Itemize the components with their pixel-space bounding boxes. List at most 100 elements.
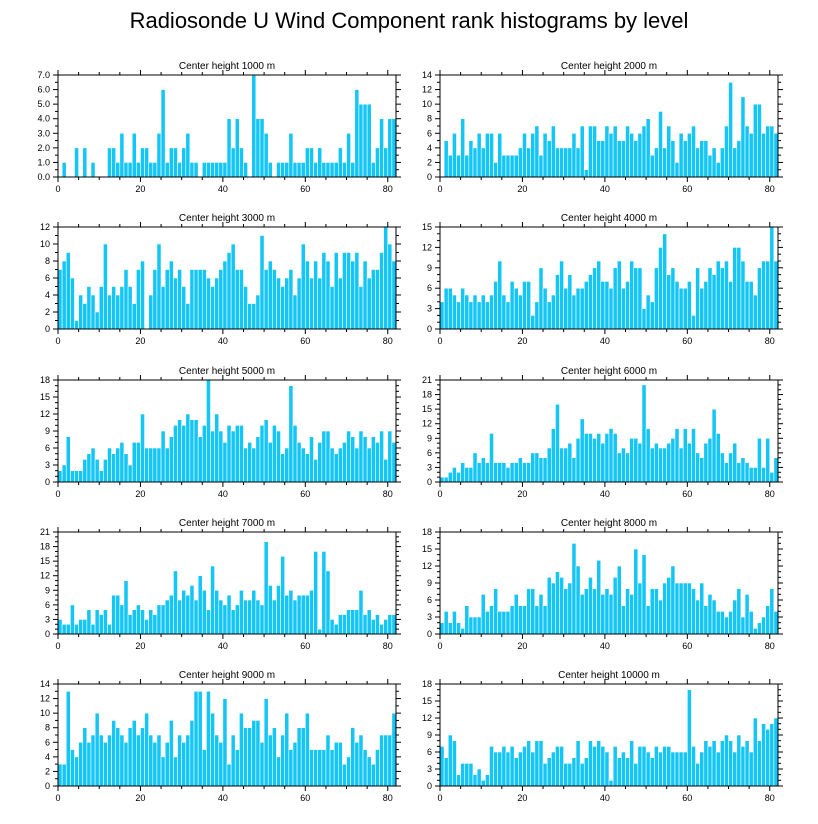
histogram-bar bbox=[350, 436, 356, 483]
histogram-bar bbox=[666, 125, 672, 178]
y-tick-label: 14 bbox=[422, 70, 432, 80]
histogram-panel-8: Center height 8000 m 0 20 40 60 80 0 3 6 9 12 15 18 bbox=[422, 518, 783, 651]
histogram-bar bbox=[493, 281, 499, 330]
histogram-bar bbox=[255, 294, 261, 330]
histogram-bar bbox=[296, 727, 302, 787]
histogram-bar bbox=[98, 614, 104, 635]
histogram-bar bbox=[641, 125, 647, 178]
histogram-bar bbox=[226, 118, 232, 178]
histogram-bar bbox=[719, 611, 725, 635]
histogram-bar bbox=[456, 774, 461, 787]
histogram-bar bbox=[370, 763, 376, 787]
histogram-bar bbox=[674, 751, 680, 787]
histogram-bar bbox=[300, 162, 306, 178]
histogram-bar bbox=[131, 720, 137, 787]
histogram-bar bbox=[612, 746, 618, 787]
histogram-bar bbox=[251, 74, 257, 178]
y-tick-label: 21 bbox=[40, 527, 50, 537]
histogram-bar bbox=[86, 741, 92, 787]
y-tick-label: 9 bbox=[427, 578, 432, 588]
histogram-bar bbox=[670, 565, 676, 635]
histogram-bar bbox=[472, 774, 478, 787]
histogram-bar bbox=[761, 260, 766, 330]
histogram-bar bbox=[70, 604, 75, 635]
histogram-bar bbox=[769, 723, 775, 787]
histogram-bar bbox=[267, 734, 273, 787]
histogram-bar bbox=[678, 287, 684, 330]
histogram-bar bbox=[82, 727, 88, 787]
histogram-bar bbox=[654, 442, 659, 483]
y-tick-label: 12 bbox=[40, 571, 50, 581]
histogram-bar bbox=[724, 462, 729, 483]
histogram-bar bbox=[115, 447, 121, 483]
histogram-bar bbox=[719, 147, 725, 178]
histogram-bar bbox=[292, 425, 298, 483]
histogram-bar bbox=[152, 269, 158, 330]
histogram-bar bbox=[168, 147, 174, 178]
histogram-bar bbox=[280, 162, 286, 178]
histogram-bar bbox=[612, 577, 618, 635]
histogram-bar bbox=[629, 260, 635, 330]
histogram-bar bbox=[526, 147, 531, 178]
histogram-bar bbox=[140, 727, 145, 787]
histogram-bar bbox=[472, 452, 478, 483]
histogram-bar bbox=[505, 751, 511, 787]
histogram-bar bbox=[387, 614, 393, 635]
histogram-bar bbox=[761, 467, 766, 483]
histogram-bar bbox=[687, 442, 692, 483]
histogram-bar bbox=[773, 611, 779, 635]
histogram-bar bbox=[148, 294, 154, 330]
histogram-bar bbox=[612, 267, 618, 330]
x-tick-label: 80 bbox=[765, 489, 775, 499]
y-tick-label: 0 bbox=[45, 629, 50, 639]
histogram-bar bbox=[160, 756, 166, 787]
histogram-bar bbox=[476, 301, 482, 330]
histogram-bar bbox=[210, 565, 215, 635]
histogram-bar bbox=[197, 575, 203, 635]
histogram-bar bbox=[201, 589, 207, 635]
histogram-bar bbox=[736, 140, 742, 178]
histogram-bar bbox=[321, 252, 327, 330]
x-tick-label: 20 bbox=[135, 184, 145, 194]
histogram-bar bbox=[259, 425, 265, 483]
histogram-bar bbox=[296, 162, 302, 178]
histogram-bar bbox=[201, 269, 207, 330]
histogram-bar bbox=[387, 243, 393, 330]
histogram-bar bbox=[177, 162, 182, 178]
histogram-bar bbox=[329, 162, 335, 178]
histogram-bar bbox=[711, 740, 717, 787]
x-tick-label: 0 bbox=[437, 489, 442, 499]
histogram-bar bbox=[707, 437, 713, 483]
y-tick-label: 3.0 bbox=[37, 128, 50, 138]
histogram-bar bbox=[206, 162, 211, 178]
histogram-bar bbox=[383, 619, 389, 635]
histogram-bar bbox=[65, 690, 71, 787]
histogram-bar bbox=[493, 751, 499, 787]
histogram-bar bbox=[682, 582, 688, 635]
x-tick-label: 40 bbox=[218, 489, 228, 499]
histogram-bar bbox=[317, 442, 323, 483]
x-tick-label: 60 bbox=[682, 793, 692, 803]
histogram-bar bbox=[559, 147, 564, 178]
histogram-bar bbox=[596, 260, 602, 330]
histogram-bar bbox=[61, 763, 67, 787]
y-tick-label: 6 bbox=[45, 737, 50, 747]
histogram-bar bbox=[513, 757, 519, 787]
histogram-bar bbox=[370, 619, 376, 635]
histogram-bar bbox=[567, 442, 573, 483]
x-tick-label: 60 bbox=[682, 184, 692, 194]
histogram-bar bbox=[452, 740, 457, 787]
panel-title: Center height 9000 m bbox=[179, 670, 275, 681]
histogram-bar bbox=[769, 588, 775, 635]
histogram-bar bbox=[197, 269, 203, 330]
histogram-bar bbox=[185, 594, 191, 635]
x-tick-label: 60 bbox=[682, 641, 692, 651]
x-tick-label: 40 bbox=[600, 489, 610, 499]
histogram-bar bbox=[272, 269, 277, 330]
histogram-bar bbox=[127, 162, 133, 178]
histogram-bar bbox=[443, 611, 449, 635]
histogram-bar bbox=[123, 741, 129, 787]
histogram-bar bbox=[379, 430, 384, 483]
histogram-bar bbox=[485, 462, 490, 483]
histogram-bar bbox=[239, 712, 244, 787]
